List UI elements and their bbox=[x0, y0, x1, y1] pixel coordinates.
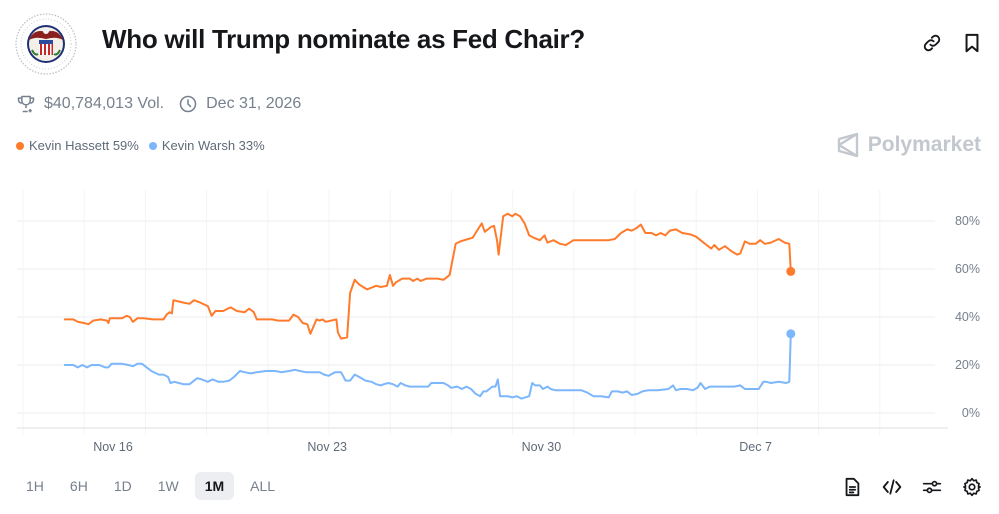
volume-text: $40,784,013 Vol. bbox=[44, 95, 165, 112]
series-end-dot-kevin-hassett bbox=[786, 266, 796, 276]
time-range-selector: 1H 6H 1D 1W 1M ALL bbox=[16, 472, 285, 500]
clock-icon bbox=[179, 95, 197, 113]
x-tick-label: Nov 16 bbox=[93, 440, 133, 454]
vertical-gridlines bbox=[22, 190, 881, 435]
end-date-text: Dec 31, 2026 bbox=[206, 95, 302, 112]
x-tick-label: Dec 7 bbox=[739, 440, 772, 454]
y-tick-labels: 0% 20% 40% 60% 80% bbox=[955, 214, 980, 420]
series-line-kevin-warsh bbox=[63, 332, 792, 400]
legend-label-warsh: Kevin Warsh 33% bbox=[161, 138, 265, 153]
y-tick-label: 40% bbox=[955, 310, 980, 324]
price-history-chart[interactable]: 0% 20% 40% 60% 80% Nov 16 Nov 23 Nov 30 Dec 7 bbox=[0, 180, 999, 460]
x-tick-labels: Nov 16 Nov 23 Nov 30 Dec 7 bbox=[93, 440, 772, 454]
y-tick-label: 60% bbox=[955, 262, 980, 276]
x-tick-label: Nov 30 bbox=[522, 440, 562, 454]
polymarket-watermark: Polymarket bbox=[836, 132, 981, 158]
range-1m[interactable]: 1M bbox=[194, 472, 235, 500]
fed-seal-logo bbox=[15, 13, 77, 75]
y-tick-label: 80% bbox=[955, 214, 980, 228]
legend-entry-hassett[interactable]: Kevin Hassett 59% bbox=[16, 138, 139, 153]
document-icon[interactable] bbox=[841, 476, 863, 498]
range-6h[interactable]: 6H bbox=[69, 478, 88, 494]
sliders-icon[interactable] bbox=[921, 476, 943, 498]
link-icon[interactable] bbox=[921, 32, 943, 54]
trophy-icon bbox=[17, 95, 35, 113]
horizontal-gridlines bbox=[17, 220, 935, 414]
series-end-dot-kevin-warsh bbox=[786, 329, 796, 339]
code-icon[interactable] bbox=[881, 476, 903, 498]
market-meta: $40,784,013 Vol. Dec 31, 2026 bbox=[16, 94, 315, 114]
brand-name: Polymarket bbox=[867, 133, 981, 156]
series-line-kevin-hassett bbox=[63, 212, 792, 340]
y-tick-label: 0% bbox=[962, 406, 980, 420]
range-1d[interactable]: 1D bbox=[113, 478, 132, 494]
polymarket-logo-icon bbox=[837, 132, 858, 158]
bookmark-icon[interactable] bbox=[961, 32, 983, 54]
series-lines bbox=[63, 212, 796, 400]
x-tick-label: Nov 23 bbox=[307, 440, 347, 454]
y-tick-label: 20% bbox=[955, 358, 980, 372]
legend-dot-hassett bbox=[16, 141, 24, 150]
gear-icon[interactable] bbox=[961, 476, 983, 498]
legend-dot-warsh bbox=[148, 141, 157, 150]
range-1w[interactable]: 1W bbox=[157, 478, 179, 494]
page-title: Who will Trump nominate as Fed Chair? bbox=[102, 24, 585, 54]
range-all[interactable]: ALL bbox=[250, 478, 276, 494]
chart-legend: Kevin Hassett 59% Kevin Warsh 33% bbox=[16, 138, 265, 153]
legend-label-hassett: Kevin Hassett 59% bbox=[29, 138, 139, 153]
range-1h[interactable]: 1H bbox=[26, 478, 44, 494]
legend-entry-warsh[interactable]: Kevin Warsh 33% bbox=[148, 138, 265, 153]
